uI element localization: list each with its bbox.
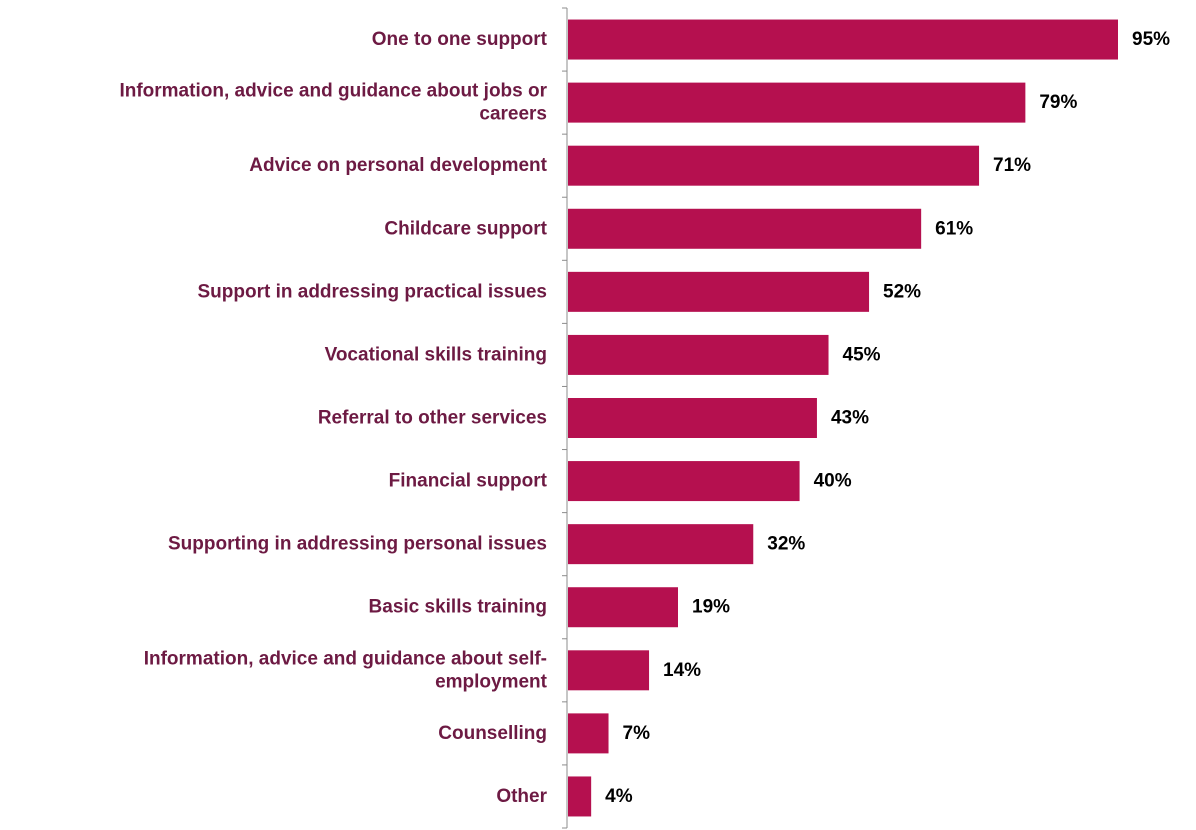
value-label: 45%	[843, 344, 881, 365]
category-label: Information, advice and guidance about s…	[144, 648, 548, 692]
bar	[568, 776, 592, 817]
category-label: Vocational skills training	[325, 344, 547, 365]
value-label: 19%	[692, 597, 730, 618]
bar	[568, 19, 1118, 60]
category-label: Childcare support	[384, 218, 547, 239]
category-label: Support in addressing practical issues	[198, 281, 548, 302]
category-label: Referral to other services	[318, 408, 547, 429]
value-label: 52%	[883, 281, 921, 302]
value-label: 95%	[1132, 29, 1170, 50]
category-axis	[562, 7, 568, 829]
bar	[568, 461, 800, 502]
value-labels-group: 95% 79% 71% 61% 52% 45% 43% 40% 32% 19% 14% 7% 4%	[605, 29, 1170, 807]
value-label: 32%	[767, 534, 805, 555]
value-label: 7%	[623, 723, 651, 744]
value-label: 4%	[605, 786, 633, 807]
bar	[568, 334, 829, 375]
bars-group	[568, 19, 1118, 817]
category-label: Basic skills training	[369, 597, 547, 618]
bar	[568, 271, 870, 312]
value-label: 61%	[935, 218, 973, 239]
bar	[568, 587, 678, 628]
category-labels-group: One to one support Information, advice a…	[119, 29, 547, 807]
category-label: One to one support	[372, 29, 548, 50]
bar	[568, 145, 980, 186]
value-label: 40%	[814, 471, 852, 492]
bar	[568, 398, 817, 438]
category-label: Advice on personal development	[249, 155, 547, 176]
bar	[568, 713, 609, 754]
value-label: 79%	[1039, 92, 1077, 113]
bar	[568, 650, 650, 691]
value-label: 71%	[993, 155, 1031, 176]
value-label: 14%	[663, 660, 701, 681]
value-label: 43%	[831, 408, 869, 429]
category-label: Counselling	[438, 723, 547, 744]
bar	[568, 524, 754, 565]
bar	[568, 82, 1026, 123]
category-label: Financial support	[389, 471, 548, 492]
category-label: Other	[496, 786, 547, 807]
category-label: Supporting in addressing personal issues	[168, 534, 547, 555]
bar	[568, 208, 922, 249]
category-label: Information, advice and guidance about j…	[119, 81, 547, 125]
